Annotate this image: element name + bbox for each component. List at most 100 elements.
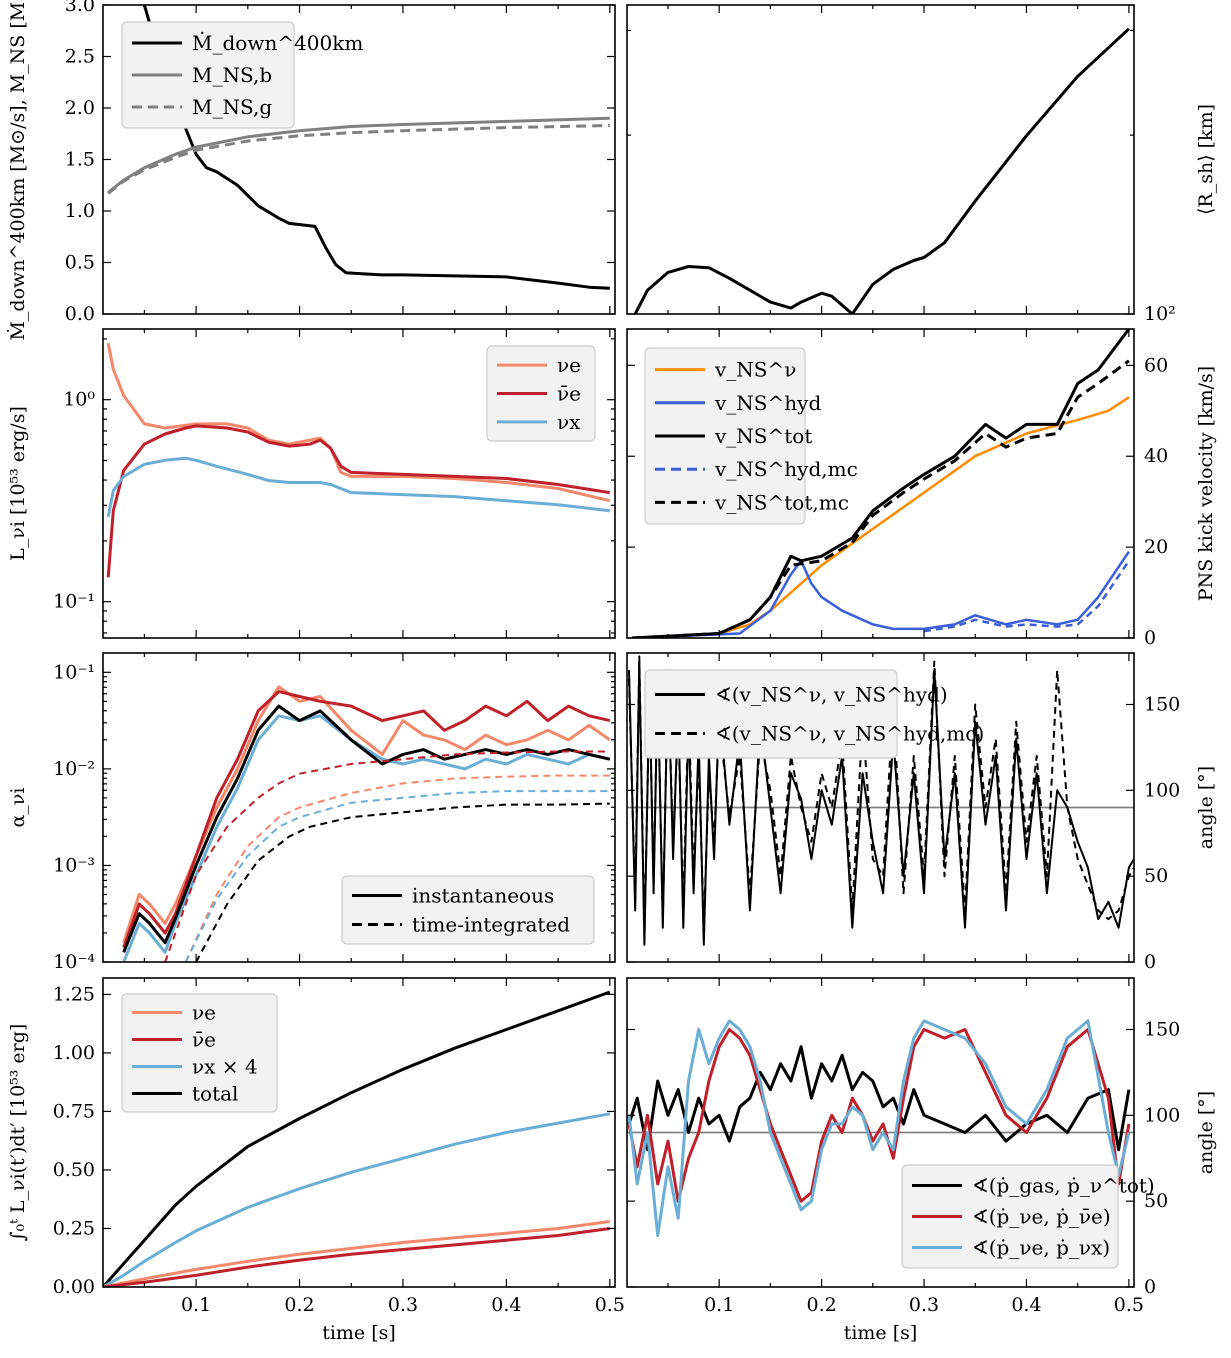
legend-label: ν̄e: [192, 1028, 216, 1052]
series-line-p3-1: [106, 424, 611, 578]
axes-frame: [626, 328, 1135, 639]
legend-box: [644, 669, 898, 759]
y-axis-label: PNS kick velocity [km/s]: [1195, 366, 1217, 601]
y-tick-label: 0: [1144, 1276, 1156, 1298]
y-tick-label: 1.0: [65, 200, 95, 222]
series-line-p7-3: [103, 1227, 611, 1287]
y-tick-label: 1.00: [53, 1042, 95, 1064]
y-tick-label: 150: [1144, 1019, 1180, 1041]
y-axis-label: L_νi [10⁵³ erg/s]: [7, 406, 29, 561]
legend-label: M_NS,b: [192, 63, 272, 87]
panel-p8: 0.1 0.2 0.3 0.4 0.5 time [s] 0 50 100 150 angle [°…: [626, 977, 1217, 1344]
legend-label: v_NS^hyd,mc: [714, 457, 858, 481]
y-tick-label: 40: [1144, 445, 1168, 467]
y-tick-label: 10⁻¹: [53, 661, 95, 683]
x-tick-label: 0.2: [284, 1294, 314, 1316]
legend-label: νe: [557, 353, 581, 377]
series-line-p5-7: [195, 802, 610, 962]
series-line-p8-2: [627, 1019, 1131, 1237]
legend: νe ν̄e νx: [486, 345, 596, 442]
y-tick-label: 100: [1144, 1104, 1180, 1126]
legend: ∢(v_NS^ν, v_NS^hyd) ∢(v_NS^ν, v_NS^hyd,mc…: [644, 669, 984, 759]
y-tick-label: 50: [1144, 865, 1168, 887]
y-tick-label: 60: [1144, 354, 1168, 376]
legend-box: [901, 1164, 1119, 1269]
series-line-p5-0: [122, 685, 611, 944]
y-tick-label: 0: [1144, 951, 1156, 973]
series-line-p8-0: [627, 1045, 1131, 1152]
legend-label: time-integrated: [412, 913, 570, 937]
axes-frame: [626, 977, 1135, 1288]
panel-p1: 0.0 0.5 1.0 1.5 2.0 2.5 3.0 Ṁ_down^400km [M⊙/s]…: [6, 0, 616, 341]
series-line-p6-1: [628, 655, 1134, 938]
series-line-p2-0: [633, 27, 1130, 314]
y-tick-label: 2.5: [65, 46, 95, 68]
y-axis-label: Ṁ_down^400km [M⊙/s], M_NS [M⊙]: [6, 0, 29, 341]
series-line-p5-3: [122, 704, 611, 953]
x-tick-label: 0.1: [181, 1294, 211, 1316]
x-tick-label: 0.3: [909, 1294, 939, 1316]
series-line-p3-0: [106, 342, 611, 503]
x-tick-label: 0.5: [595, 1294, 625, 1316]
legend-label: νx: [557, 410, 581, 434]
legend-label: instantaneous: [412, 884, 554, 908]
y-tick-label: 0.0: [65, 303, 95, 325]
legend-label: νe: [192, 1001, 216, 1025]
panel-p2: 10² ⟨R_sh⟩ [km]: [626, 4, 1217, 325]
axes-frame: [626, 4, 1135, 315]
y-tick-label: 0.75: [53, 1100, 95, 1122]
y-tick-label: 10²: [1144, 303, 1176, 325]
y-tick-label: 0.00: [53, 1276, 95, 1298]
legend-label: ν̄e: [557, 382, 581, 406]
series-line-p7-0: [103, 990, 611, 1287]
series-line-p8-1: [627, 1028, 1131, 1203]
y-axis-label: angle [°]: [1195, 1091, 1217, 1174]
panel-p5: 10⁻¹ 10⁻² 10⁻³ 10⁻⁴ α_νi instantaneous time-in…: [7, 652, 616, 973]
y-tick-label: 3.0: [65, 0, 95, 16]
legend-label: v_NS^hyd: [714, 391, 821, 415]
legend-label: M_NS,g: [192, 95, 272, 119]
legend-label: ∢(ṗ_gas, ṗ_ν^tot): [972, 1174, 1155, 1198]
series-line-p5-6: [184, 790, 610, 962]
y-axis-label: ∫₀ᵗ L_νi(t′)dt′ [10⁵³ erg]: [7, 1024, 29, 1242]
axes-frame: [626, 652, 1135, 963]
x-tick-label: 0.4: [1011, 1294, 1041, 1316]
series-line-p5-4: [184, 774, 610, 962]
y-tick-label: 0.50: [53, 1159, 95, 1181]
legend-label: ∢(v_NS^ν, v_NS^hyd): [715, 683, 948, 707]
legend-label: ∢(ṗ_νe, ṗ_νx): [972, 1236, 1110, 1260]
legend: v_NS^ν v_NS^hyd v_NS^tot v_NS^hyd,mc v_NS^to…: [644, 347, 858, 525]
y-tick-label: 0: [1144, 627, 1156, 649]
y-tick-label: 10⁻¹: [53, 591, 95, 613]
legend-label: νx × 4: [192, 1055, 258, 1079]
series-line-p4-3: [923, 560, 1130, 633]
legend-label: ∢(v_NS^ν, v_NS^hyd,mc): [715, 722, 984, 746]
y-tick-label: 10⁻⁴: [53, 951, 95, 973]
y-axis-label: angle [°]: [1195, 766, 1217, 849]
x-tick-label: 0.1: [704, 1294, 734, 1316]
y-tick-label: 100: [1144, 779, 1180, 801]
y-tick-label: 20: [1144, 536, 1168, 558]
x-tick-label: 0.4: [491, 1294, 521, 1316]
y-axis-label: ⟨R_sh⟩ [km]: [1195, 104, 1217, 215]
y-tick-label: 1.25: [53, 983, 95, 1005]
x-tick-label: 0.2: [806, 1294, 836, 1316]
series-line-p4-1: [632, 550, 1130, 638]
legend-label: ∢(ṗ_νe, ṗ_ν̄e): [972, 1205, 1111, 1229]
x-tick-label: 0.3: [388, 1294, 418, 1316]
series-line-p5-5: [164, 750, 610, 962]
legend-label: Ṁ_down^400km: [192, 31, 363, 55]
series-line-p7-1: [103, 1112, 611, 1287]
legend-box: [341, 875, 595, 945]
series-line-p5-1: [122, 690, 611, 949]
y-tick-label: 10⁻²: [53, 758, 95, 780]
y-tick-label: 0.25: [53, 1217, 95, 1239]
series-line-p3-2: [106, 456, 610, 518]
legend-label: total: [192, 1082, 238, 1106]
x-axis-label: time [s]: [844, 1322, 918, 1344]
legend-box: [644, 347, 806, 525]
series-line-p1-0: [142, 5, 610, 290]
axes-frame: [102, 328, 616, 639]
